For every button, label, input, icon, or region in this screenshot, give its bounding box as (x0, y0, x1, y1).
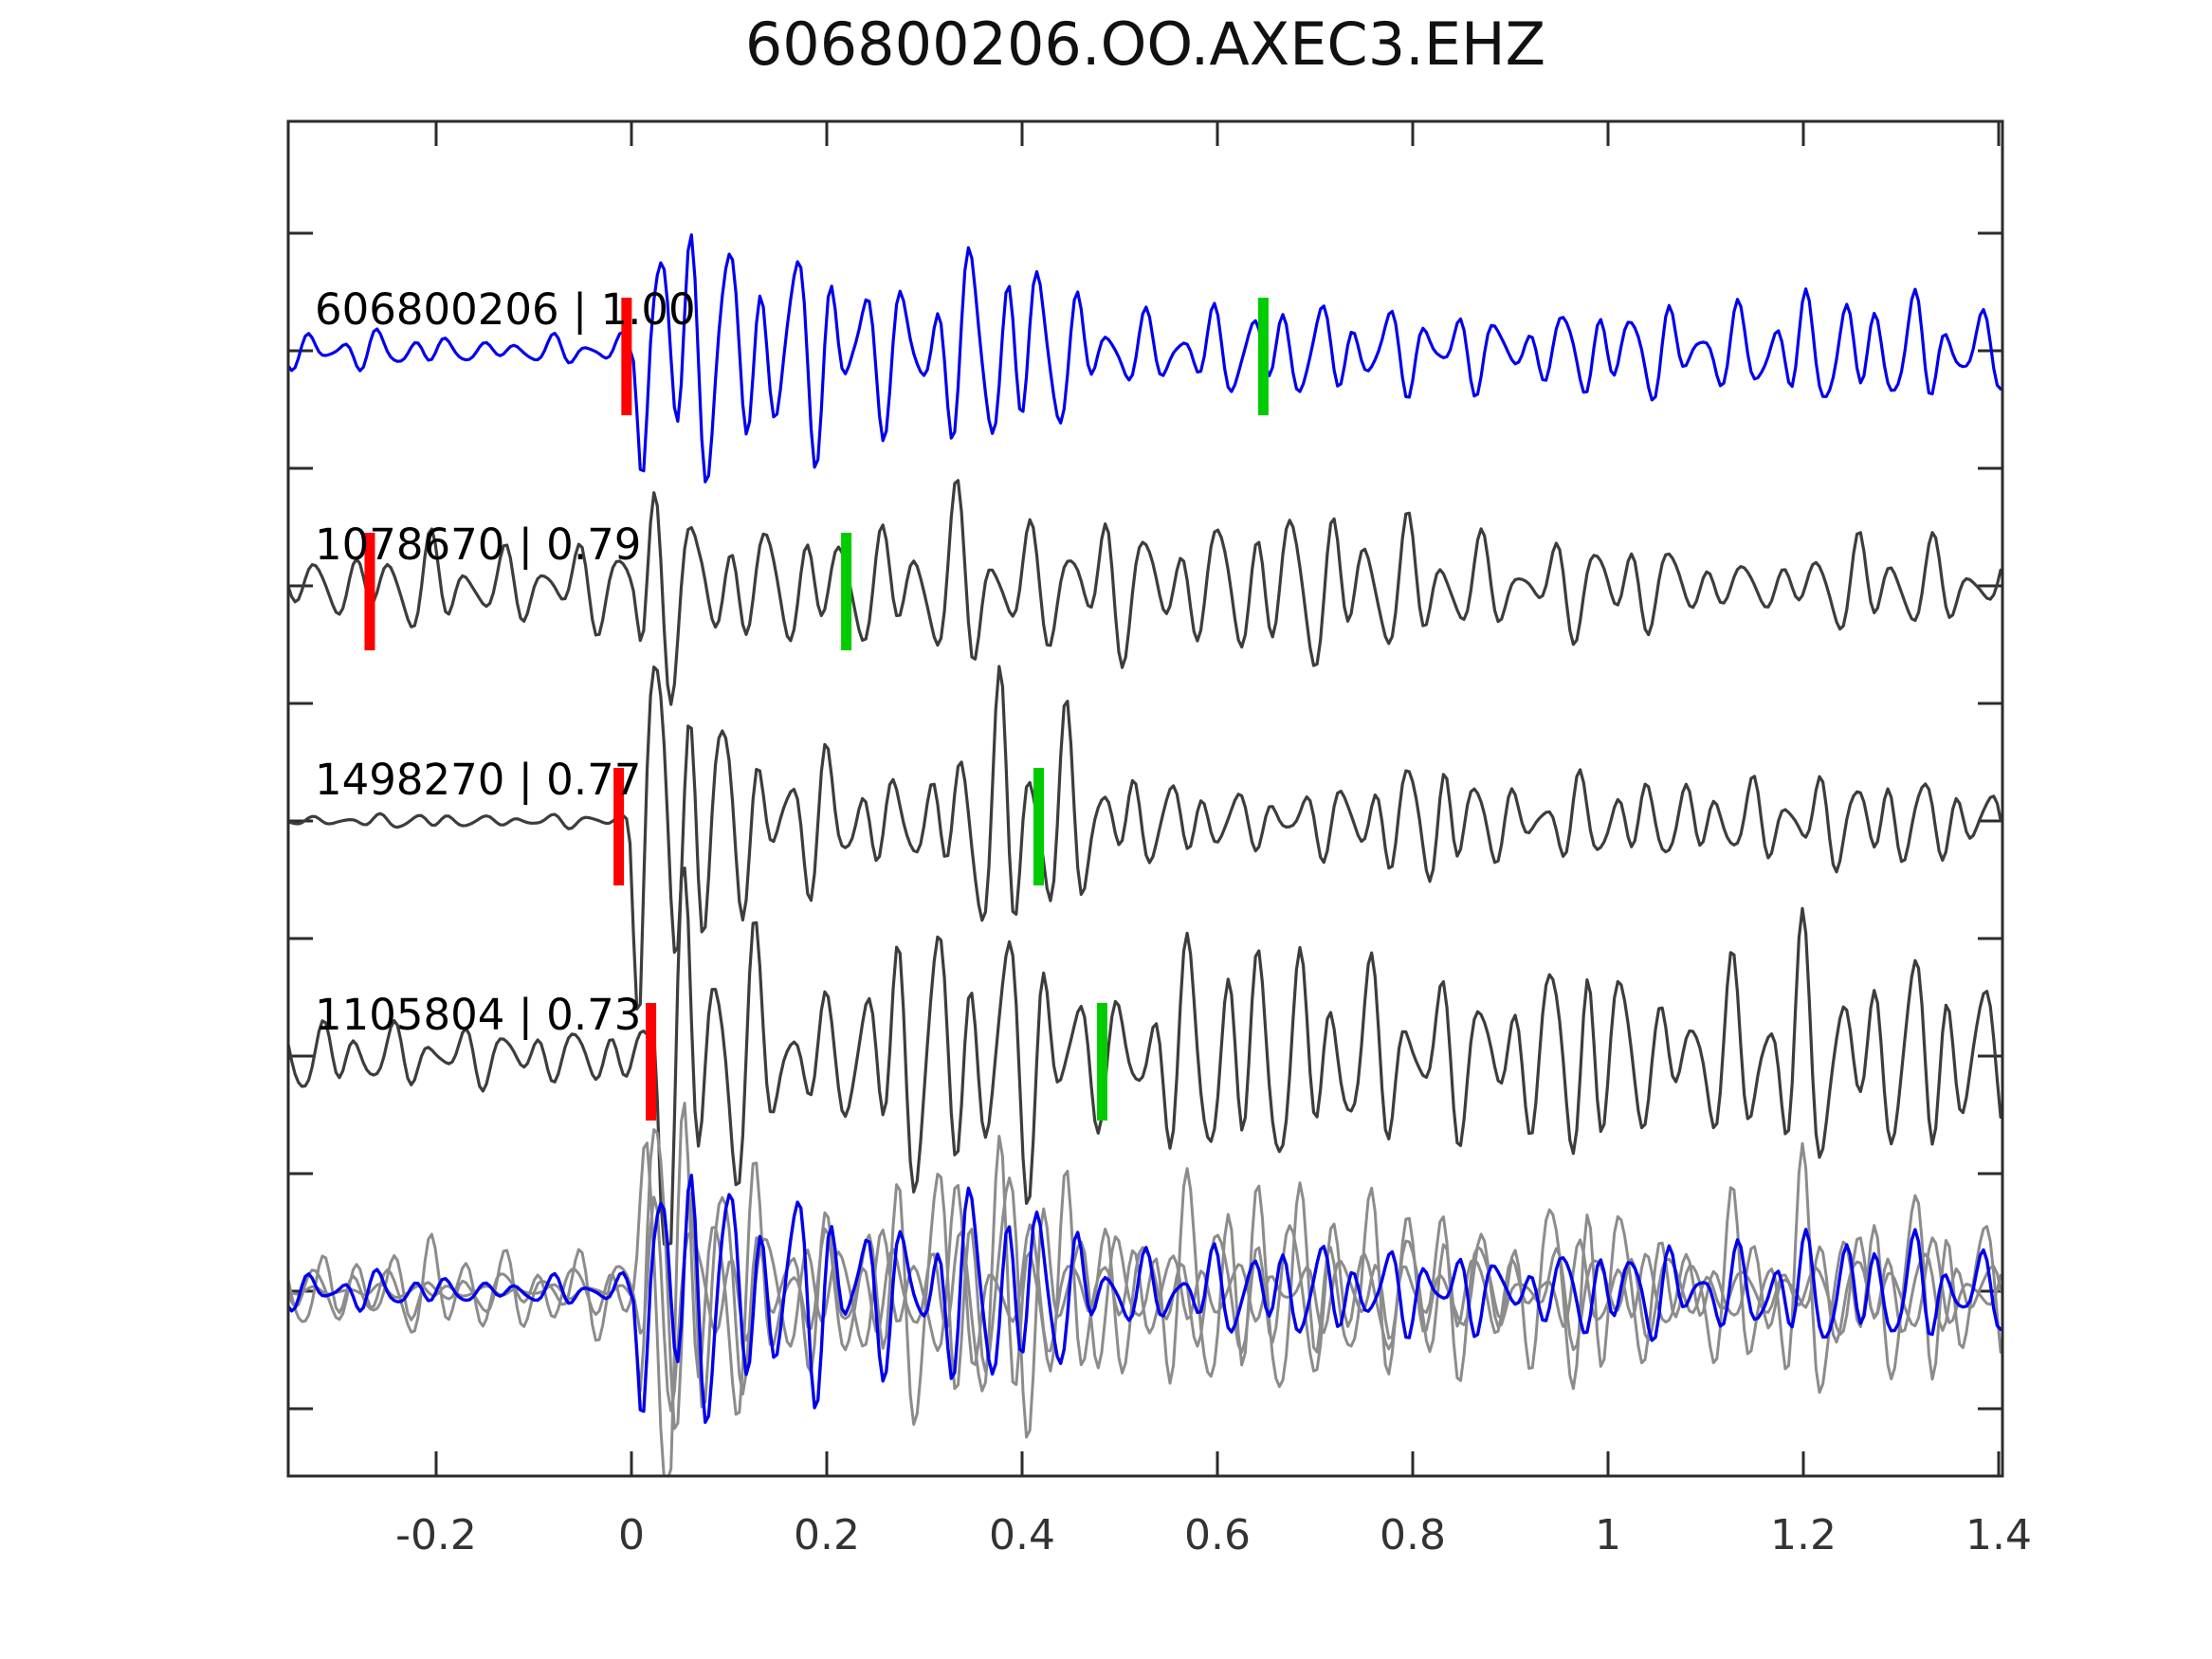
trace-waveform-1078670 (289, 479, 2002, 706)
trace-label: 1498270 | 0.77 (315, 755, 641, 805)
green-pick-marker (1257, 298, 1269, 415)
plot-border (286, 119, 2004, 1478)
x-tick-label: 0.6 (1184, 1511, 1251, 1559)
figure-title: 606800206.OO.AXEC3.EHZ (744, 9, 1546, 79)
trace-waveform-1105804 (289, 866, 2002, 1247)
x-tick-label: -0.2 (395, 1511, 477, 1559)
x-tick-label: 1.4 (1965, 1511, 2032, 1559)
green-pick-marker (1033, 768, 1045, 885)
overlay-waveform-606800206 (289, 1173, 2002, 1425)
x-tick-label: 1 (1595, 1511, 1621, 1559)
red-pick-marker (621, 298, 632, 415)
overlay-waveform-1105804 (289, 1102, 2002, 1475)
trace-label: 1078670 | 0.79 (315, 520, 641, 570)
trace-label: 606800206 | 1.00 (315, 284, 696, 335)
x-tick-label: 0 (618, 1511, 645, 1559)
trace-label: 1105804 | 0.73 (315, 990, 641, 1040)
green-pick-marker (1096, 1003, 1107, 1121)
trace-waveform-1498270 (289, 665, 2002, 1012)
x-tick-label: 1.2 (1770, 1511, 1837, 1559)
x-tick-label: 0.2 (794, 1511, 860, 1559)
red-pick-marker (613, 768, 625, 885)
trace-waveform-606800206 (289, 233, 2002, 483)
overlay-waveform-1498270 (289, 1128, 2002, 1431)
green-pick-marker (841, 533, 852, 650)
x-tick-label: 0.4 (989, 1511, 1055, 1559)
red-pick-marker (364, 533, 375, 650)
x-tick-label: 0.8 (1380, 1511, 1446, 1559)
red-pick-marker (646, 1003, 657, 1121)
